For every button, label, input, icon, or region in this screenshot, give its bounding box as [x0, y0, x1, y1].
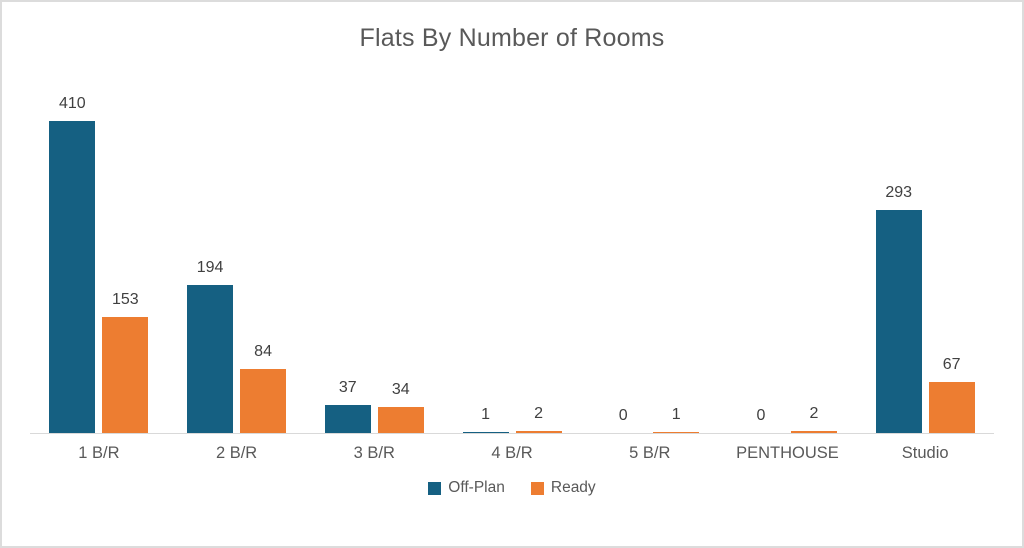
- bar-wrap: 34: [377, 381, 424, 433]
- bar-wrap: 410: [49, 95, 96, 433]
- bar-ready-4-b-r: [515, 431, 562, 433]
- bar-value-label: 0: [756, 407, 766, 424]
- bar-value-label: 2: [534, 405, 543, 422]
- bar-wrap: 84: [240, 343, 287, 433]
- x-axis-label-4-b-r: 4 B/R: [491, 444, 533, 462]
- category-group-2-b-r: 194 84: [168, 58, 306, 433]
- legend-label: Off-Plan: [448, 479, 505, 496]
- x-axis-label-penthouse: PENTHOUSE: [736, 444, 839, 462]
- bar-pair: 293 67: [875, 184, 975, 433]
- x-axis-label-5-b-r: 5 B/R: [629, 444, 671, 462]
- bar-value-label: 1: [671, 406, 681, 423]
- bar-value-label: 1: [481, 406, 490, 423]
- bar-value-label: 410: [59, 95, 86, 112]
- bar-pair: 410 153: [49, 95, 149, 433]
- bar-ready-penthouse: [790, 431, 837, 433]
- bar-value-label: 153: [112, 291, 139, 308]
- bar-off-plan-3-b-r: [324, 405, 371, 433]
- bar-off-plan-studio: [875, 210, 922, 433]
- bar-wrap: 194: [187, 259, 234, 433]
- bar-off-plan-1-b-r: [49, 121, 96, 433]
- bar-ready-1-b-r: [102, 317, 149, 433]
- bar-value-label: 194: [196, 259, 224, 276]
- bar-value-label: 67: [942, 356, 961, 373]
- x-axis-label-3-b-r: 3 B/R: [353, 444, 395, 462]
- bar-wrap: 2: [515, 405, 562, 433]
- legend-item-ready: Ready: [530, 479, 596, 497]
- legend-swatch-icon: [428, 481, 442, 495]
- bar-wrap: 293: [875, 184, 922, 433]
- bar-ready-3-b-r: [377, 407, 424, 433]
- chart-title: Flats By Number of Rooms: [359, 24, 665, 52]
- bar-wrap: 0: [600, 407, 646, 433]
- bar-wrap: 37: [324, 379, 371, 433]
- bar-wrap: 1: [462, 406, 509, 433]
- bar-pair: 194 84: [187, 259, 287, 433]
- x-axis-label-studio: Studio: [901, 444, 949, 462]
- x-axis: 1 B/R 2 B/R 3 B/R 4 B/R 5 B/R PENTHOUSE Studio: [30, 434, 994, 463]
- legend: Off-Plan Ready: [2, 479, 1022, 497]
- bar-ready-studio: [928, 382, 975, 433]
- bar-value-label: 293: [885, 184, 913, 201]
- category-group-studio: 293 67: [856, 58, 994, 433]
- bar-wrap: 153: [102, 291, 149, 433]
- x-axis-label-2-b-r: 2 B/R: [215, 444, 258, 462]
- category-group-1-b-r: 410 153: [30, 58, 168, 433]
- bar-ready-5-b-r: [653, 432, 700, 433]
- legend-item-off-plan: Off-Plan: [428, 479, 505, 497]
- bar-off-plan-2-b-r: [187, 285, 234, 433]
- legend-swatch-icon: [530, 481, 544, 495]
- bar-value-label: 34: [391, 381, 410, 398]
- legend-label: Ready: [550, 479, 596, 496]
- bar-value-label: 2: [809, 405, 819, 422]
- bar-value-label: 37: [338, 379, 357, 396]
- plot-area: 410 153 194 84 37 34 1 2 0 1 0 2 293 67: [30, 58, 994, 434]
- bar-value-label: 84: [254, 343, 272, 360]
- bar-wrap: 2: [790, 405, 837, 433]
- x-axis-label-1-b-r: 1 B/R: [78, 444, 120, 462]
- bar-value-label: 0: [618, 407, 628, 424]
- bar-ready-2-b-r: [240, 369, 287, 433]
- bar-wrap: 1: [653, 406, 700, 433]
- bar-pair: 37 34: [324, 379, 424, 433]
- bar-wrap: 67: [928, 356, 975, 433]
- category-group-3-b-r: 37 34: [305, 58, 443, 433]
- bar-wrap: 0: [738, 407, 784, 433]
- bar-off-plan-4-b-r: [462, 432, 509, 433]
